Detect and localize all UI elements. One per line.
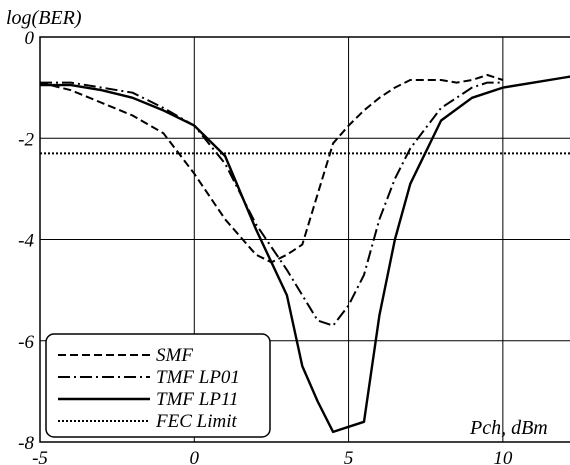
series-line-tmf-lp01 [40, 81, 503, 327]
legend-box [45, 333, 271, 438]
x-tick-label: -5 [32, 448, 48, 465]
y-tick-label: -2 [18, 129, 34, 150]
y-tick-label: -8 [18, 433, 34, 454]
legend-label: TMF LP01 [156, 367, 240, 388]
legend-label: FEC Limit [155, 411, 237, 432]
x-tick-label: 0 [190, 448, 200, 465]
y-tick-label: -4 [18, 231, 34, 252]
y-tick-label: -6 [18, 332, 34, 353]
y-tick-label: 0 [25, 28, 35, 49]
x-tick-label: 5 [344, 448, 354, 465]
y-tick-labels: 0 -2 -4 -6 -8 [18, 28, 34, 454]
legend-label: SMF [156, 345, 193, 366]
y-axis-label: log(BER) [6, 7, 82, 29]
series-line-smf [39, 74, 504, 264]
x-tick-label: 10 [493, 448, 513, 465]
x-tick-labels: -5 0 5 10 [32, 448, 513, 465]
x-axis-label: Pch, dBm [469, 417, 548, 439]
legend-label: TMF LP11 [156, 389, 239, 410]
series-line-tmf-lp11 [40, 75, 570, 434]
series-lines [39, 74, 570, 434]
